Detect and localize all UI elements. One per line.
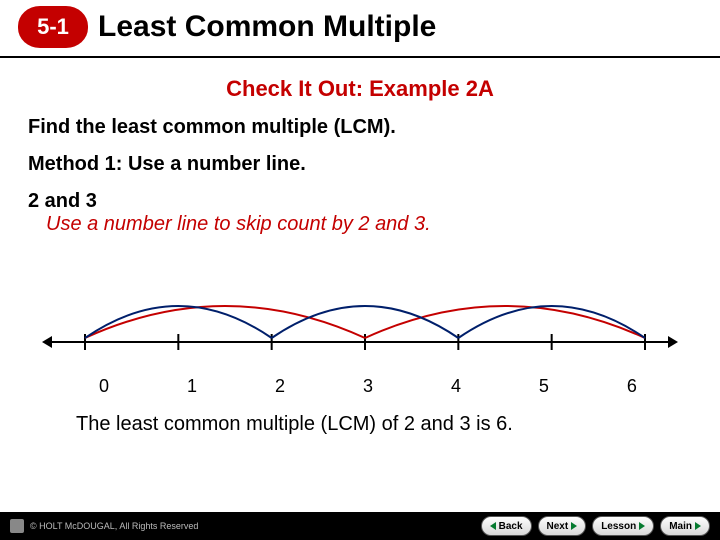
tick-label: 2 bbox=[275, 376, 285, 397]
footer-copyright: © HOLT McDOUGAL, All Rights Reserved bbox=[10, 519, 198, 533]
next-button[interactable]: Next bbox=[538, 516, 587, 536]
example-subtitle: Check It Out: Example 2A bbox=[0, 76, 720, 102]
lesson-label: Lesson bbox=[601, 521, 636, 532]
result-text: The least common multiple (LCM) of 2 and… bbox=[76, 413, 692, 436]
back-icon bbox=[490, 522, 496, 530]
main-label: Main bbox=[669, 521, 692, 532]
back-label: Back bbox=[499, 521, 523, 532]
lesson-button[interactable]: Lesson bbox=[592, 516, 654, 536]
tick-label: 1 bbox=[187, 376, 197, 397]
main-icon bbox=[695, 522, 701, 530]
main-button[interactable]: Main bbox=[660, 516, 710, 536]
next-icon bbox=[571, 522, 577, 530]
publisher-logo bbox=[10, 519, 24, 533]
pair-text: 2 and 3 bbox=[28, 190, 692, 213]
lesson-icon bbox=[639, 522, 645, 530]
footer: © HOLT McDOUGAL, All Rights Reserved Bac… bbox=[0, 512, 720, 540]
numberline-diagram bbox=[40, 242, 680, 372]
numberline-svg bbox=[40, 242, 680, 362]
method-text: Method 1: Use a number line. bbox=[28, 153, 692, 176]
header: 5-1 Least Common Multiple bbox=[0, 0, 720, 58]
back-button[interactable]: Back bbox=[481, 516, 532, 536]
next-label: Next bbox=[547, 521, 569, 532]
page-title: Least Common Multiple bbox=[98, 10, 436, 44]
numberline-labels: 0 1 2 3 4 5 6 bbox=[51, 376, 669, 397]
tick-label: 4 bbox=[451, 376, 461, 397]
lesson-badge: 5-1 bbox=[18, 6, 88, 48]
tick-label: 6 bbox=[627, 376, 637, 397]
tick-label: 3 bbox=[363, 376, 373, 397]
prompt-text: Find the least common multiple (LCM). bbox=[28, 116, 692, 139]
instruction-text: Use a number line to skip count by 2 and… bbox=[46, 213, 692, 236]
tick-label: 0 bbox=[99, 376, 109, 397]
copyright-text: © HOLT McDOUGAL, All Rights Reserved bbox=[30, 521, 198, 531]
content: Find the least common multiple (LCM). Me… bbox=[0, 102, 720, 436]
tick-label: 5 bbox=[539, 376, 549, 397]
